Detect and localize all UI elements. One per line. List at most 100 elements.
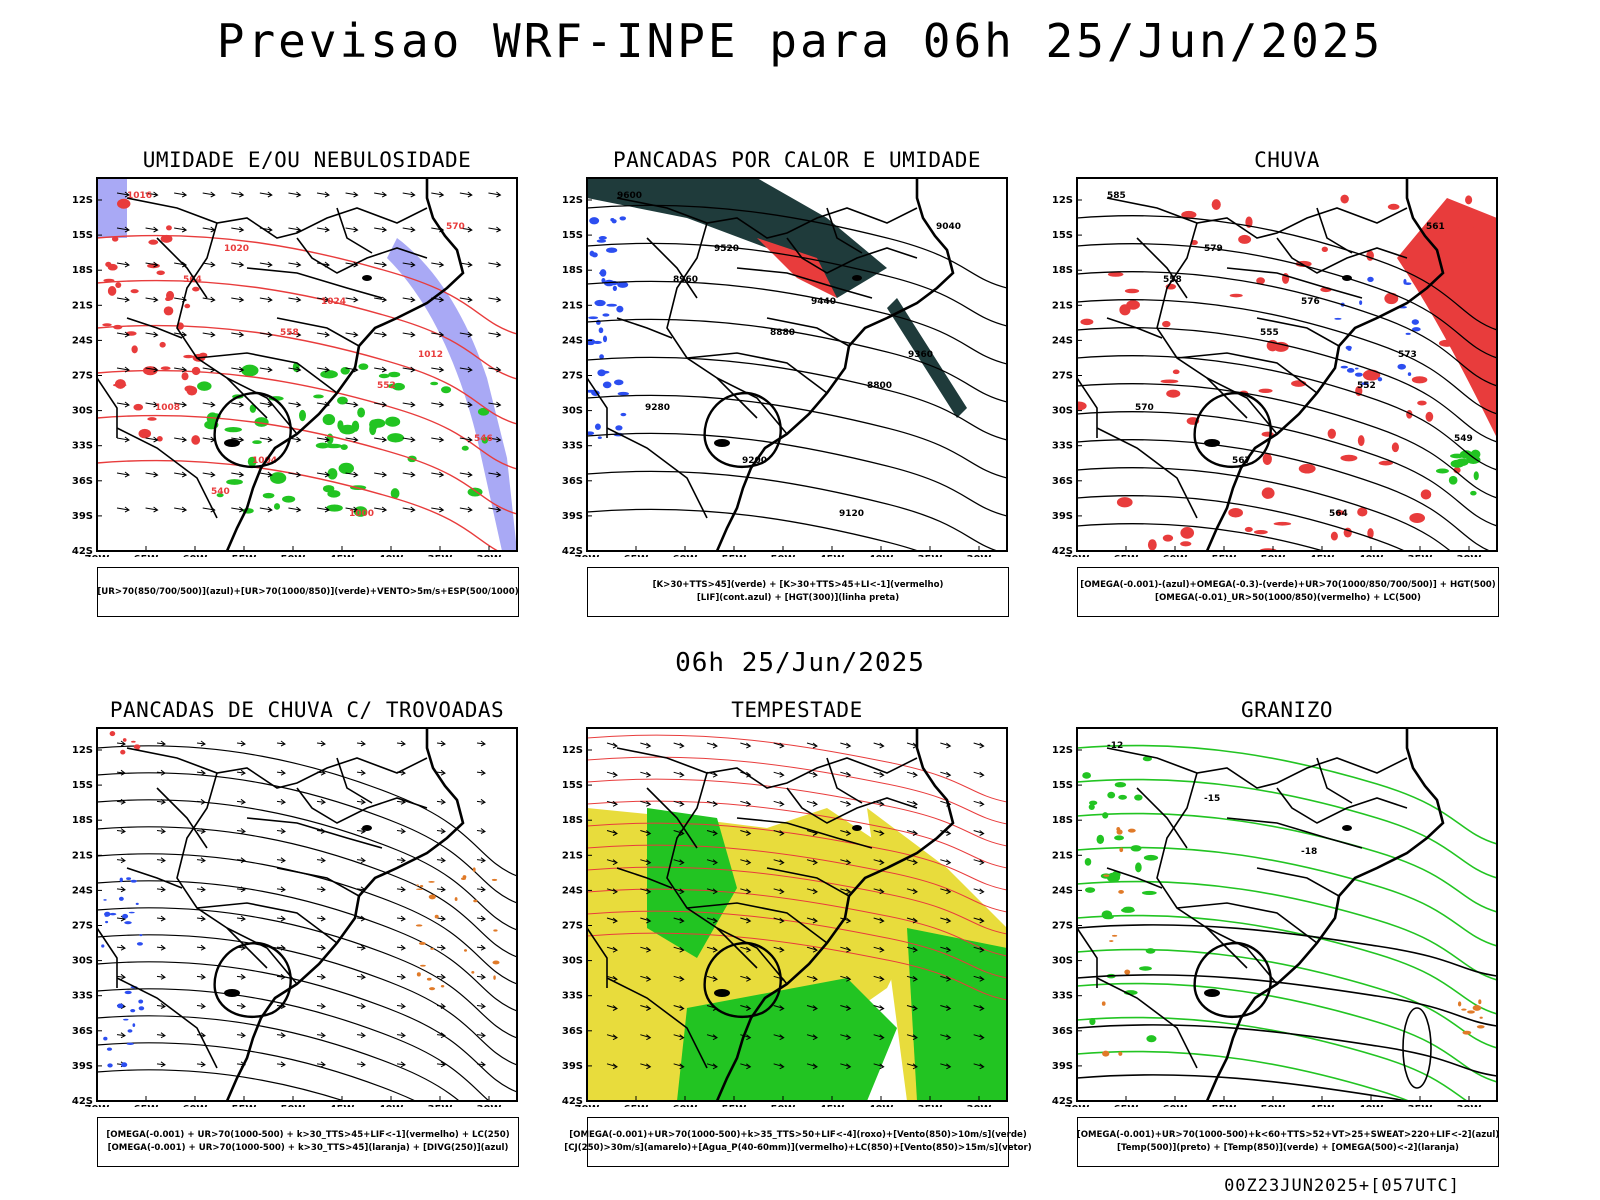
lat-tick-label: 36S [562, 476, 583, 487]
wind-arrow [196, 915, 206, 922]
contour-label: 9360 [908, 350, 933, 360]
wind-arrow [873, 830, 885, 836]
lon-tick-label: 65W [624, 554, 649, 557]
field-patch [428, 894, 436, 900]
map-svg: 12S 15S 18S 21S 24S 27S 30S 33S 36S 39S 42S70W 65W 6… [72, 727, 518, 1107]
contour-label: 8880 [770, 328, 795, 338]
wind-arrow [316, 798, 326, 805]
field-patch [1084, 887, 1096, 893]
contour-line [1077, 215, 1497, 331]
border-line [1206, 377, 1278, 435]
lon-tick-label: 60W [183, 1104, 208, 1107]
wind-arrow [316, 191, 330, 198]
wind-arrow [906, 800, 918, 807]
wind-arrow [402, 401, 416, 408]
wind-arrow [116, 296, 130, 303]
wind-arrow [396, 1061, 406, 1068]
legend-chuva: [OMEGA(-0.001)-(azul)+OMEGA(-0.3)-(verde… [1077, 567, 1499, 617]
field-patch [197, 381, 212, 391]
lon-tick-label: 30W [477, 554, 502, 557]
field-patch [183, 354, 194, 359]
wind-arrow [236, 915, 246, 922]
wind-arrow [640, 771, 652, 778]
lat-tick-label: 12S [1052, 745, 1073, 756]
field-patch [1347, 348, 1352, 351]
field-patch [104, 911, 111, 917]
wind-arrow [196, 857, 206, 864]
field-patch [606, 303, 618, 307]
contour-label: 567 [1232, 456, 1251, 466]
field-patch [1466, 455, 1481, 465]
wind-arrow [488, 296, 502, 303]
wind-arrow [431, 191, 445, 198]
wind-arrow [156, 915, 166, 922]
contour-line [1077, 1024, 1497, 1077]
field-patch [1458, 225, 1474, 230]
border-line [587, 927, 608, 988]
contour-label: 561 [1426, 222, 1445, 232]
wind-arrow [316, 436, 330, 443]
wind-arrow [459, 331, 473, 338]
field-patch [1134, 794, 1143, 801]
wind-arrow [356, 915, 366, 922]
field-patch [1340, 194, 1349, 204]
wind-arrow [640, 742, 652, 749]
contour-label: 1024 [321, 297, 346, 307]
field-patch [114, 379, 126, 389]
field-patch [130, 289, 139, 294]
wind-arrow [606, 859, 618, 866]
contour-line [97, 772, 517, 904]
field-patch [472, 867, 476, 872]
lat-tick-label: 27S [72, 371, 93, 382]
border-line [1256, 317, 1340, 347]
field-patch [481, 436, 489, 444]
field-patch [126, 877, 132, 881]
border-line [686, 352, 828, 394]
map-frame [96, 177, 518, 552]
wind-arrow [459, 191, 473, 198]
wind-arrow [231, 261, 245, 268]
wind-arrow [316, 226, 330, 233]
wind-arrow [116, 740, 126, 747]
wind-arrow [396, 1003, 406, 1009]
field-patch [1080, 318, 1094, 326]
field-patch [594, 299, 606, 307]
contour-line [97, 324, 517, 425]
lagoon [714, 989, 730, 997]
field-patch [1107, 272, 1124, 277]
lake [1342, 825, 1352, 831]
lat-tick-label: 15S [562, 780, 583, 791]
field-patch [429, 987, 436, 991]
wind-arrow [906, 1063, 918, 1070]
wind-arrow [288, 296, 302, 303]
wind-arrow [316, 1003, 326, 1009]
field-patch [244, 366, 252, 371]
field-patch [1377, 377, 1383, 382]
border-line [296, 787, 428, 824]
lake [852, 825, 862, 831]
lake [852, 275, 862, 281]
field-patch [133, 744, 141, 750]
wind-arrow [174, 191, 188, 198]
wind-arrow [476, 857, 486, 864]
field-patch [181, 372, 189, 381]
wind-arrow [840, 975, 852, 982]
wind-arrow [673, 946, 685, 953]
field-patch [1463, 260, 1471, 264]
wind-arrow [316, 471, 330, 478]
field-patch [1273, 521, 1292, 526]
border-line [156, 237, 208, 299]
wind-arrow [973, 800, 985, 807]
wind-arrow [156, 944, 166, 951]
field-patch [160, 366, 171, 371]
lon-tick-label: 35W [428, 554, 453, 557]
lat-tick-label: 24S [562, 885, 583, 896]
field-patch [1397, 363, 1406, 370]
lon-tick-label: 45W [820, 554, 845, 557]
wind-arrow [196, 1003, 206, 1009]
lon-tick-label: 35W [918, 554, 943, 557]
wind-arrow [174, 436, 188, 443]
coastline [715, 728, 955, 1101]
wind-arrow [345, 471, 359, 478]
wind-arrow [259, 296, 273, 303]
